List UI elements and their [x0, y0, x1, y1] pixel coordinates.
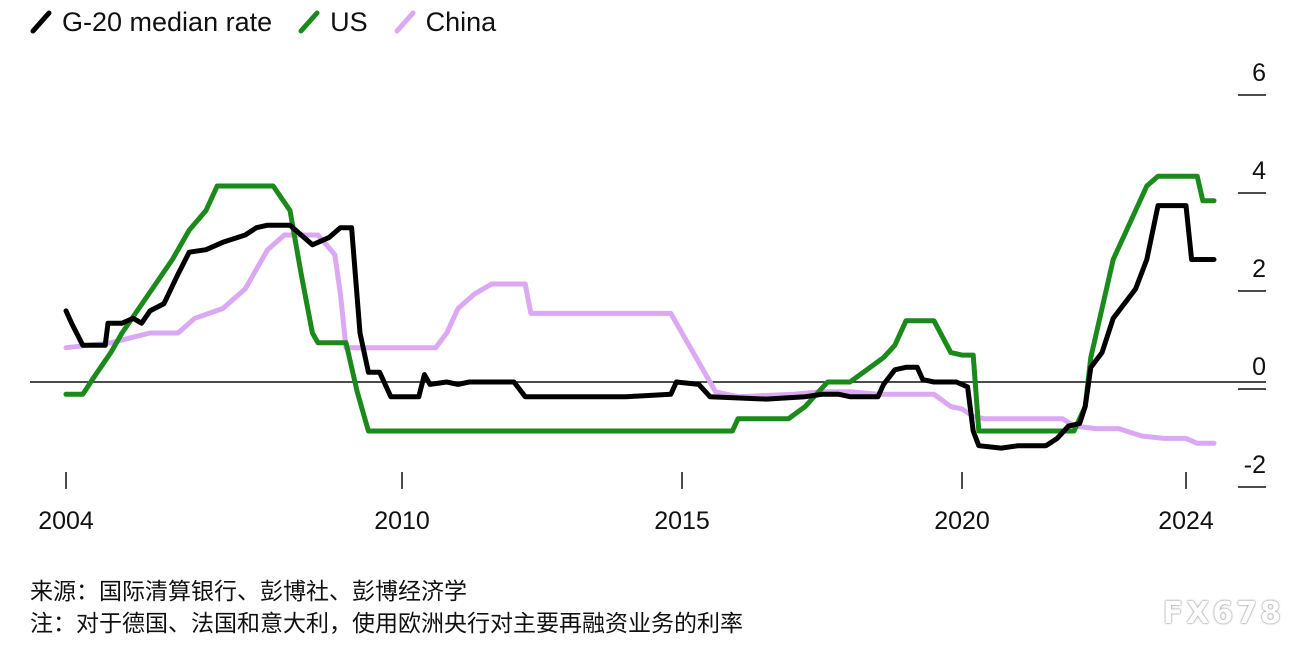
source-note: 来源：国际清算银行、彭博社、彭博经济学: [30, 578, 467, 604]
legend-label-g20: G-20 median rate: [62, 6, 273, 37]
x-tick-label-4: 2024: [1158, 507, 1214, 535]
legend-swatch-us: [298, 10, 320, 34]
series-line-us: [63, 173, 1217, 434]
legend-item-g20: G-20 median rate: [30, 7, 272, 38]
y-tick-label-2: 2: [1252, 255, 1266, 283]
line-chart: 6 4 2 0 -2 2004 2010 2015 2020 2024: [30, 59, 1266, 535]
x-tick-label-0: 2004: [38, 507, 94, 535]
x-tick-label-3: 2020: [934, 507, 990, 535]
legend-swatch-g20: [30, 10, 52, 34]
y-tick-label-4: -2: [1244, 451, 1266, 479]
legend-swatch-china: [394, 10, 416, 34]
series-line-china: [63, 232, 1217, 446]
legend-item-us: US: [298, 7, 368, 38]
legend-item-china: China: [394, 6, 497, 38]
y-tick-label-3: 0: [1252, 353, 1266, 381]
chart-footer: 来源：国际清算银行、彭博社、彭博经济学 注：对于德国、法国和意大利，使用欧洲央行…: [30, 575, 743, 639]
legend-label-china: China: [425, 6, 497, 37]
series-line-g-20-median-rate: [63, 203, 1217, 451]
y-tick-label-1: 4: [1252, 157, 1266, 185]
watermark-logo: FX678: [1162, 596, 1284, 631]
methodology-note: 注：对于德国、法国和意大利，使用欧洲央行对主要再融资业务的利率: [30, 610, 743, 636]
x-tick-label-2: 2015: [654, 507, 710, 535]
x-tick-label-1: 2010: [374, 507, 430, 535]
y-tick-label-0: 6: [1252, 59, 1266, 87]
chart-legend: G-20 median rate US China: [30, 4, 522, 40]
legend-label-us: US: [330, 6, 368, 37]
